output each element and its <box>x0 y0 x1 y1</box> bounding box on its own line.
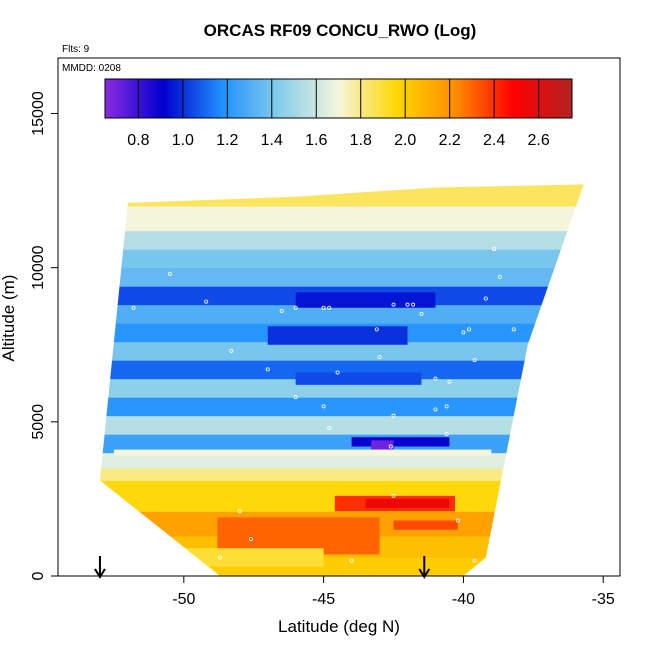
sample-point <box>492 247 497 252</box>
heat-band-7 <box>99 415 584 435</box>
sample-point <box>248 537 253 542</box>
sample-point <box>472 358 477 363</box>
heat-band-0 <box>99 557 584 576</box>
sample-point <box>391 413 396 418</box>
sample-point <box>321 404 326 409</box>
y-axis-label: Altitude (m) <box>0 275 18 362</box>
x-tick-label: -40 <box>452 591 475 608</box>
sample-point <box>265 367 270 372</box>
sample-point <box>405 302 410 307</box>
down-arrow-icon <box>418 556 431 579</box>
y-tick-label: 15000 <box>30 91 47 136</box>
flight-markers <box>94 556 431 579</box>
sample-point <box>455 518 460 523</box>
sample-point <box>377 355 382 360</box>
sample-point <box>444 404 449 409</box>
colorbar: 0.8 1.0 1.2 1.4 1.6 1.8 2.0 2.2 2.4 2.6 <box>104 78 573 149</box>
sample-point <box>472 558 477 563</box>
x-axis-label: Latitude (deg N) <box>278 617 400 636</box>
sample-point <box>167 271 172 276</box>
sample-point <box>321 305 326 310</box>
heat-band-17 <box>99 230 584 250</box>
heat-band-19 <box>99 184 584 207</box>
sample-point <box>374 327 379 332</box>
heat-band-4 <box>99 468 584 481</box>
sample-point <box>388 444 393 449</box>
sample-point <box>433 407 438 412</box>
colorbar-tick-label: 1.0 <box>172 132 194 149</box>
x-tick-label: -45 <box>312 591 335 608</box>
heat-band-16 <box>99 249 584 269</box>
colorbar-tick-label: 1.4 <box>261 132 283 149</box>
heat-band-15 <box>99 267 584 287</box>
heat-patch-5 <box>371 440 394 450</box>
heat-patch-1 <box>365 498 450 509</box>
sample-point <box>293 395 298 400</box>
x-tick-label: -50 <box>172 591 195 608</box>
sample-point <box>131 305 136 310</box>
colorbar-tick-label: 2.4 <box>483 132 505 149</box>
heat-band-6 <box>99 434 584 454</box>
y-axis: 0 5000 10000 15000 <box>30 91 58 580</box>
heat-patch-6 <box>295 292 436 308</box>
sample-point <box>444 432 449 437</box>
heat-band-11 <box>99 341 584 361</box>
sample-points <box>131 247 516 563</box>
sample-point <box>391 493 396 498</box>
colorbar-tick-label: 1.6 <box>305 132 327 149</box>
sample-point <box>229 348 234 353</box>
heat-patch-3 <box>393 520 458 530</box>
heat-patch-9 <box>155 548 324 567</box>
sample-point <box>204 299 209 304</box>
sample-point <box>411 302 416 307</box>
sample-point <box>447 379 452 384</box>
x-tick-label: -35 <box>592 591 615 608</box>
sample-point <box>467 327 472 332</box>
colorbar-tick-label: 2.6 <box>528 132 550 149</box>
sample-point <box>293 305 298 310</box>
sample-point <box>419 311 424 316</box>
sample-point <box>483 296 488 301</box>
sample-point <box>349 558 354 563</box>
heat-band-13 <box>99 304 584 324</box>
heat-band-5 <box>99 452 584 469</box>
sample-point <box>279 308 284 313</box>
colorbar-gradient <box>104 78 573 119</box>
heat-patch-4 <box>351 437 450 447</box>
heat-band-18 <box>99 206 584 232</box>
sample-point <box>497 274 502 279</box>
heat-band-9 <box>99 378 584 398</box>
sample-point <box>433 376 438 381</box>
down-arrow-icon <box>94 556 106 579</box>
sample-point <box>237 509 242 514</box>
chart-title: ORCAS RF09 CONCU_RWO (Log) <box>204 21 477 40</box>
colorbar-tick-label: 1.2 <box>216 132 238 149</box>
sample-point <box>391 302 396 307</box>
sample-point <box>511 327 516 332</box>
heat-patch-7 <box>267 326 408 345</box>
date-annotation: MMDD: 0208 <box>62 63 121 74</box>
y-tick-label: 0 <box>30 571 47 580</box>
plot-frame <box>57 57 621 577</box>
sample-point <box>327 425 332 430</box>
heat-band-10 <box>99 360 584 380</box>
colorbar-tick-label: 1.8 <box>350 132 372 149</box>
y-tick-label: 5000 <box>30 404 47 440</box>
heat-patch-8 <box>295 372 422 385</box>
heatmap-field <box>99 184 584 576</box>
heat-patch-10 <box>113 449 492 456</box>
colorbar-tick-label: 0.8 <box>127 132 149 149</box>
sample-point <box>327 305 332 310</box>
sample-point <box>461 330 466 335</box>
sample-point <box>335 370 340 375</box>
flights-annotation: Flts: 9 <box>62 44 90 55</box>
colorbar-tick-label: 2.0 <box>394 132 416 149</box>
y-tick-label: 10000 <box>30 245 47 290</box>
heat-band-8 <box>99 397 584 417</box>
colorbar-tick-label: 2.2 <box>439 132 461 149</box>
sample-point <box>218 555 223 560</box>
x-axis: -50 -45 -40 -35 <box>172 576 615 608</box>
